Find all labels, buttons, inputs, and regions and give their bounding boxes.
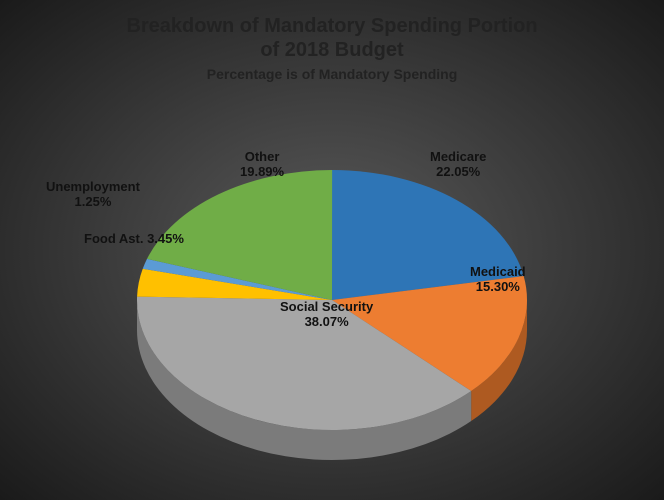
slice-label: Social Security38.07%	[280, 300, 373, 330]
chart-background: Breakdown of Mandatory Spending Portion …	[0, 0, 664, 500]
slice-label: Unemployment1.25%	[46, 180, 140, 210]
pie-chart	[0, 0, 664, 500]
slice-label: Medicare22.05%	[430, 150, 486, 180]
slice-label: Other19.89%	[240, 150, 284, 180]
slice-label: Medicaid15.30%	[470, 265, 526, 295]
slice-label: Food Ast. 3.45%	[84, 232, 184, 247]
